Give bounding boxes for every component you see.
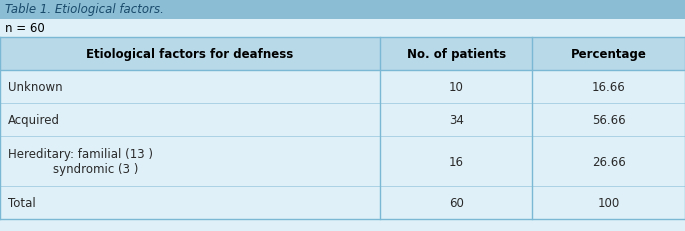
- Text: 26.66: 26.66: [592, 155, 625, 168]
- Text: 16: 16: [449, 155, 464, 168]
- Text: Etiological factors for deafness: Etiological factors for deafness: [86, 48, 294, 61]
- Text: Percentage: Percentage: [571, 48, 647, 61]
- Text: No. of patients: No. of patients: [407, 48, 506, 61]
- Text: Total: Total: [8, 196, 36, 209]
- Bar: [0, 38, 685, 71]
- Text: Table 1. Etiological factors.: Table 1. Etiological factors.: [5, 3, 164, 16]
- Text: 100: 100: [597, 196, 620, 209]
- Text: Acquired: Acquired: [8, 113, 60, 126]
- Text: n = 60: n = 60: [5, 22, 45, 35]
- Bar: [0, 0, 685, 20]
- Text: Hereditary: familial (13 )
            syndromic (3 ): Hereditary: familial (13 ) syndromic (3 …: [8, 147, 153, 175]
- Text: Unknown: Unknown: [8, 81, 63, 94]
- Text: 16.66: 16.66: [592, 81, 625, 94]
- Text: 56.66: 56.66: [592, 113, 625, 126]
- Text: 34: 34: [449, 113, 464, 126]
- Text: 10: 10: [449, 81, 464, 94]
- Text: 60: 60: [449, 196, 464, 209]
